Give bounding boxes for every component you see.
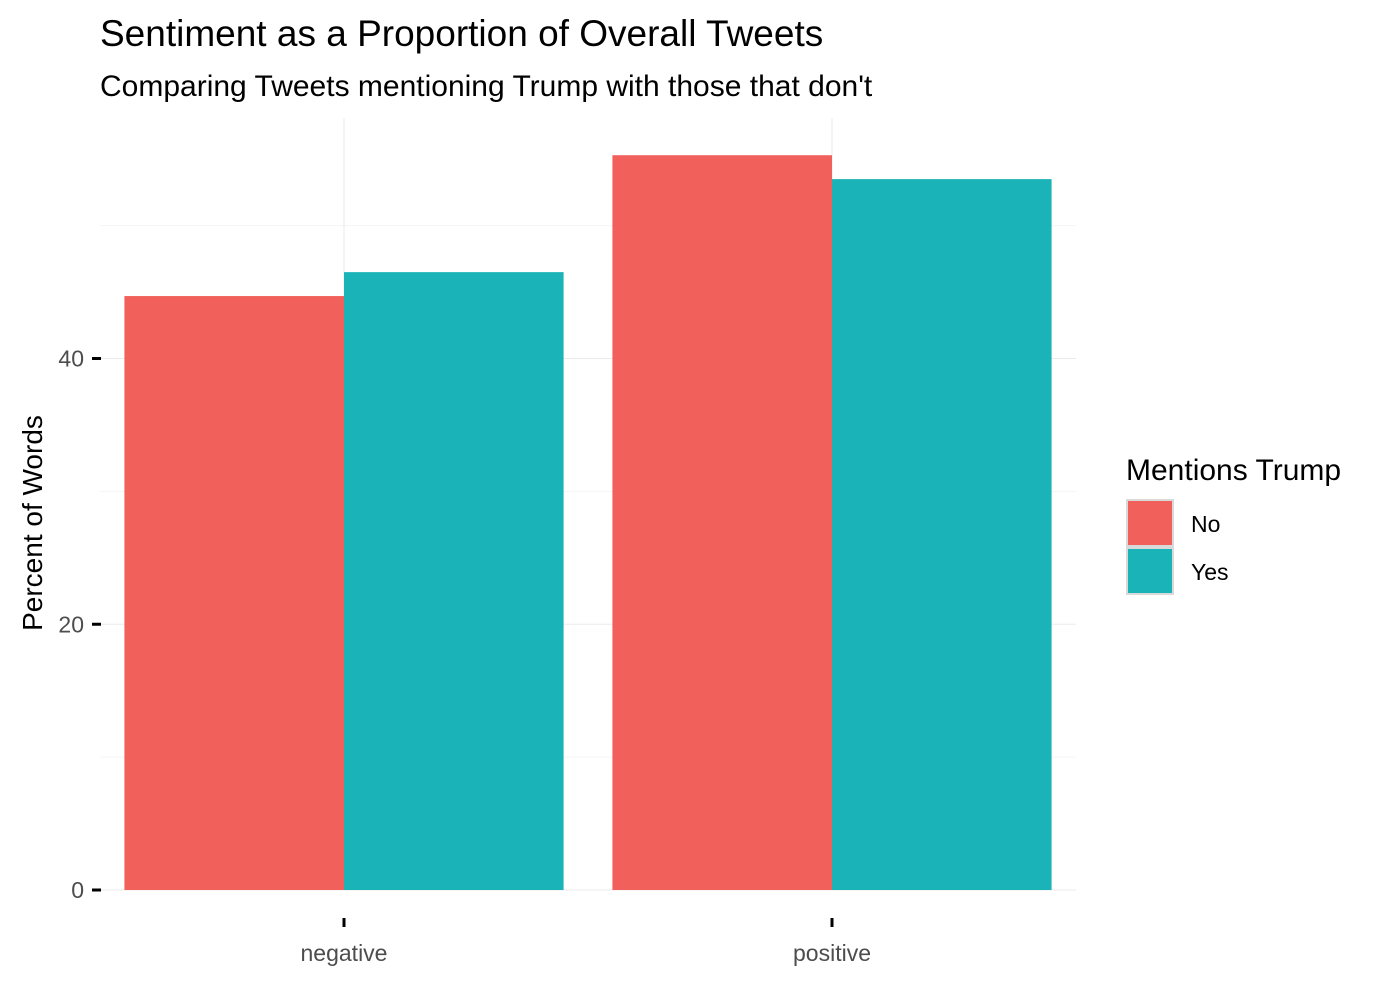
- bar-positive-yes: [832, 179, 1052, 891]
- legend: Mentions Trump No Yes: [1126, 454, 1341, 595]
- legend-items: No Yes: [1126, 499, 1229, 595]
- x-tick-label: positive: [793, 940, 871, 966]
- plot-area: [100, 118, 1076, 891]
- x-axis: negative positive: [301, 918, 871, 966]
- legend-swatch-yes: [1128, 549, 1172, 593]
- legend-swatch-no: [1128, 501, 1172, 545]
- y-axis-title: Percent of Words: [17, 415, 48, 631]
- chart-title: Sentiment as a Proportion of Overall Twe…: [100, 13, 823, 54]
- bar-positive-no: [612, 155, 832, 890]
- bars: [124, 155, 1052, 891]
- chart-subtitle: Comparing Tweets mentioning Trump with t…: [100, 70, 873, 103]
- y-tick-label: 0: [71, 877, 84, 903]
- y-tick-label: 20: [58, 611, 84, 637]
- legend-label-yes: Yes: [1191, 559, 1229, 585]
- bar-negative-no: [124, 296, 345, 890]
- y-tick-label: 40: [58, 346, 84, 372]
- y-axis: 0 20 40: [58, 346, 101, 903]
- x-tick-label: negative: [301, 940, 388, 966]
- legend-label-no: No: [1191, 511, 1220, 537]
- bar-negative-yes: [344, 272, 564, 890]
- legend-title: Mentions Trump: [1126, 454, 1341, 487]
